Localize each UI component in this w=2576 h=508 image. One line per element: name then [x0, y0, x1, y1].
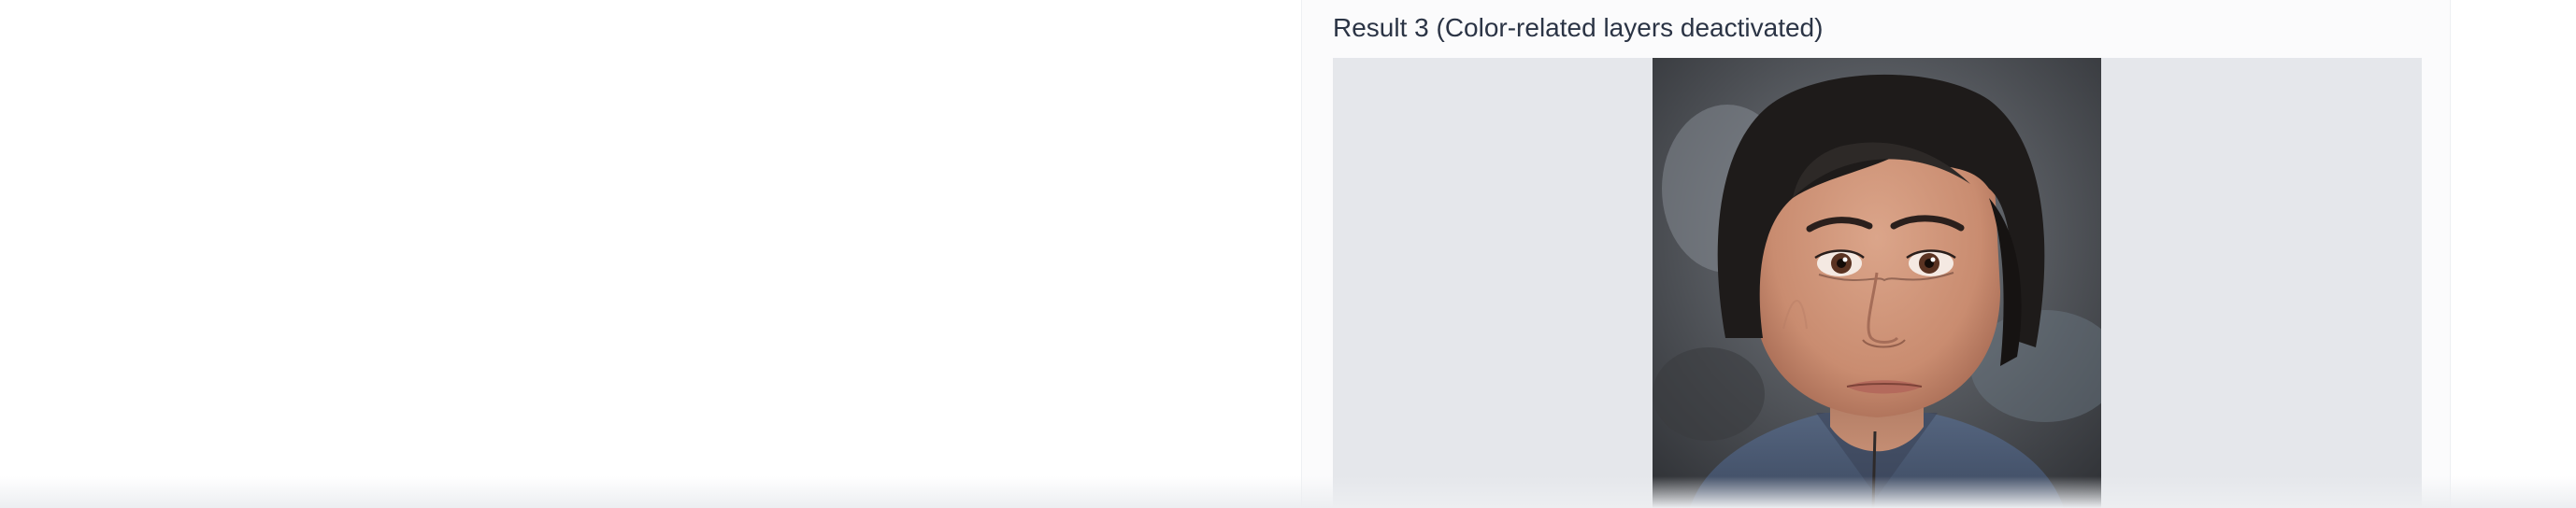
result-panel: Result 3 (Color-related layers deactivat… [1301, 0, 2451, 508]
result-image-frame [1333, 58, 2422, 508]
result-image[interactable] [1653, 58, 2101, 508]
result-label: Result 3 (Color-related layers deactivat… [1333, 13, 1824, 42]
